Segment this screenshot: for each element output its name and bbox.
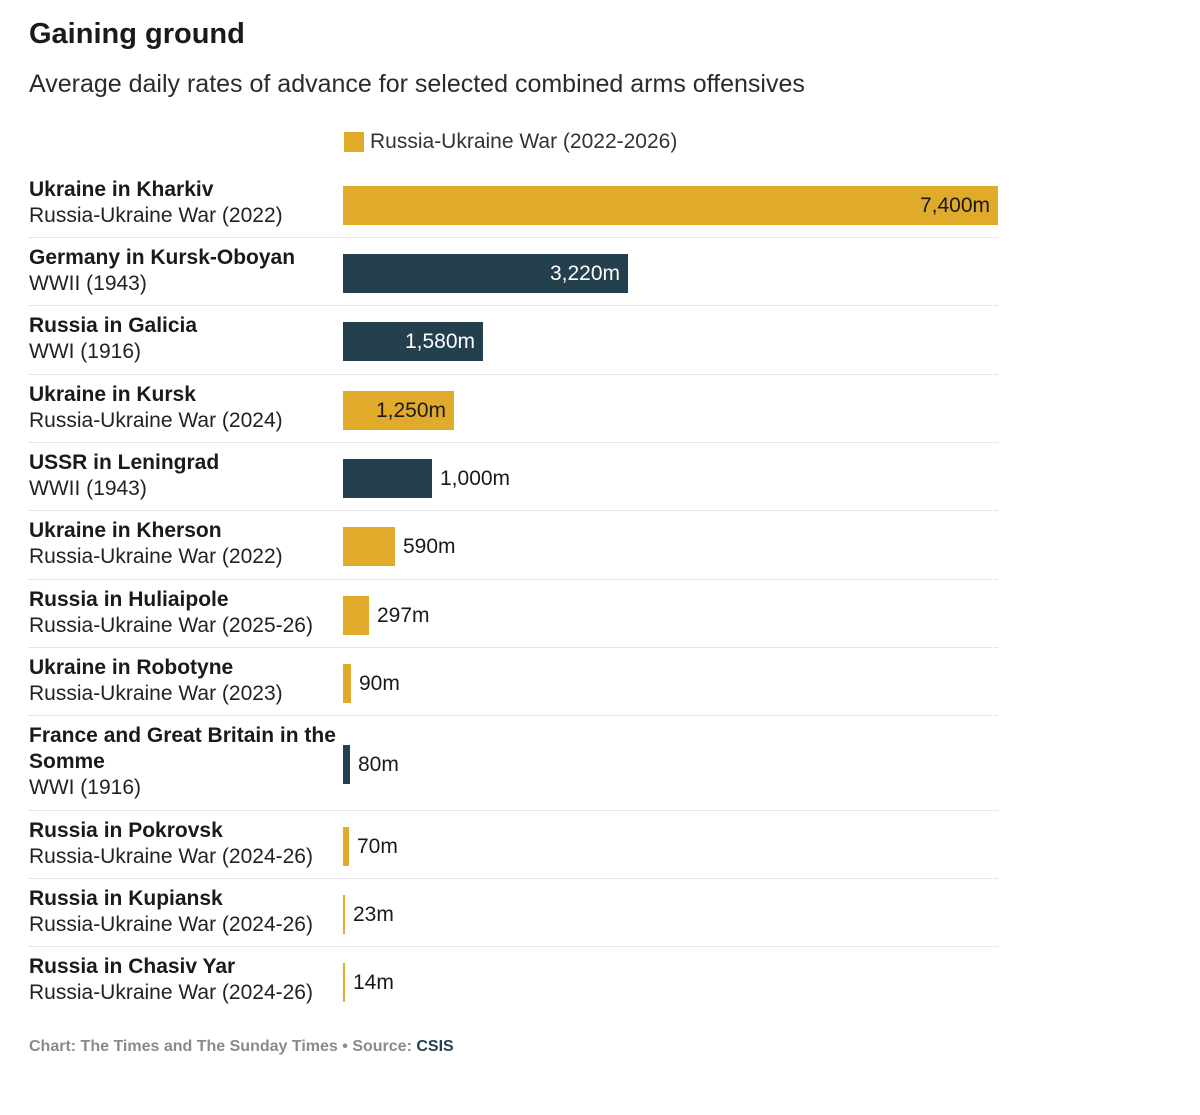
value-label: 70m <box>357 835 398 858</box>
row-label: Ukraine in Kharkiv Russia-Ukraine War (20… <box>29 177 337 229</box>
row-label: Russia in Pokrovsk Russia-Ukraine War (20… <box>29 818 337 870</box>
legend: Russia-Ukraine War (2022-2026) <box>344 130 677 154</box>
bar <box>343 596 369 635</box>
legend-label: Russia-Ukraine War (2022-2026) <box>370 130 678 153</box>
chart-row: France and Great Britain in the Somme WWI… <box>29 716 998 811</box>
row-label: USSR in Leningrad WWII (1943) <box>29 450 337 502</box>
chart-row: Russia in Kupiansk Russia-Ukraine War (20… <box>29 879 998 947</box>
value-label: 7,400m <box>919 194 990 217</box>
value-label: 23m <box>353 903 394 926</box>
war-label: Russia-Ukraine War (2024-26) <box>29 981 313 1004</box>
offensive-name: Ukraine in Robotyne <box>29 656 234 679</box>
war-label: WWII (1943) <box>29 272 147 295</box>
row-label: Russia in Galicia WWI (1916) <box>29 313 337 365</box>
war-label: Russia-Ukraine War (2024) <box>29 409 283 432</box>
value-label: 590m <box>403 535 456 558</box>
page-subtitle: Average daily rates of advance for selec… <box>29 70 805 98</box>
footer-credit: Chart: The Times and The Sunday Times <box>29 1038 338 1055</box>
footer-source-prefix: Source: <box>352 1038 412 1055</box>
chart-row: Russia in Galicia WWI (1916) 1,580m <box>29 306 998 375</box>
row-label: Russia in Huliaipole Russia-Ukraine War (… <box>29 587 337 639</box>
row-label: Ukraine in Robotyne Russia-Ukraine War (2… <box>29 655 337 707</box>
page-title: Gaining ground <box>29 18 245 50</box>
value-label: 1,580m <box>404 330 475 353</box>
chart-row: Ukraine in Kharkiv Russia-Ukraine War (20… <box>29 170 998 238</box>
bar <box>343 186 998 225</box>
legend-swatch <box>344 132 364 152</box>
war-label: Russia-Ukraine War (2022) <box>29 204 283 227</box>
offensive-name: Russia in Huliaipole <box>29 588 229 611</box>
offensive-name: Russia in Galicia <box>29 314 198 337</box>
bar <box>343 963 345 1002</box>
value-label: 297m <box>377 604 430 627</box>
bar <box>343 827 349 866</box>
bar <box>343 664 351 703</box>
chart-row: USSR in Leningrad WWII (1943) 1,000m <box>29 443 998 511</box>
value-label: 90m <box>359 672 400 695</box>
offensive-name: Russia in Chasiv Yar <box>29 955 236 978</box>
war-label: Russia-Ukraine War (2023) <box>29 682 283 705</box>
bar <box>343 254 628 293</box>
war-label: WWI (1916) <box>29 340 142 363</box>
offensive-name: Russia in Pokrovsk <box>29 819 223 842</box>
value-label: 3,220m <box>549 262 620 285</box>
offensive-name: Ukraine in Kursk <box>29 383 196 406</box>
footer-separator: • <box>342 1038 348 1055</box>
offensive-name: Russia in Kupiansk <box>29 887 223 910</box>
value-label: 80m <box>358 753 399 776</box>
row-label: Russia in Kupiansk Russia-Ukraine War (20… <box>29 886 337 938</box>
offensive-name: USSR in Leningrad <box>29 451 220 474</box>
row-label: Russia in Chasiv Yar Russia-Ukraine War (… <box>29 954 337 1006</box>
value-label: 14m <box>353 971 394 994</box>
war-label: WWII (1943) <box>29 477 147 500</box>
war-label: Russia-Ukraine War (2024-26) <box>29 845 313 868</box>
chart-row: Ukraine in Robotyne Russia-Ukraine War (2… <box>29 648 998 716</box>
chart-row: Germany in Kursk-Oboyan WWII (1943) 3,220m <box>29 238 998 306</box>
footer: Chart: The Times and The Sunday Times • … <box>29 1038 454 1056</box>
row-label: Germany in Kursk-Oboyan WWII (1943) <box>29 245 337 297</box>
chart-row: Ukraine in Kursk Russia-Ukraine War (2024… <box>29 375 998 443</box>
offensive-name: Germany in Kursk-Oboyan <box>29 246 296 269</box>
bar <box>343 391 454 430</box>
chart-row: Russia in Pokrovsk Russia-Ukraine War (20… <box>29 811 998 879</box>
offensive-name: France and Great Britain in the Somme <box>29 724 336 773</box>
bar <box>343 745 350 784</box>
footer-source-link[interactable]: CSIS <box>416 1038 454 1055</box>
bar <box>343 459 432 498</box>
bar <box>343 527 395 566</box>
chart-row: Ukraine in Kherson Russia-Ukraine War (20… <box>29 511 998 580</box>
value-label: 1,000m <box>440 467 511 490</box>
offensive-name: Ukraine in Kherson <box>29 519 222 542</box>
row-label: France and Great Britain in the Somme WWI… <box>29 723 337 801</box>
offensive-name: Ukraine in Kharkiv <box>29 178 214 201</box>
row-label: Ukraine in Kherson Russia-Ukraine War (20… <box>29 518 337 570</box>
chart-row: Russia in Huliaipole Russia-Ukraine War (… <box>29 580 998 648</box>
war-label: WWI (1916) <box>29 776 142 799</box>
value-label: 1,250m <box>375 399 446 422</box>
bar <box>343 895 345 934</box>
war-label: Russia-Ukraine War (2022) <box>29 545 283 568</box>
war-label: Russia-Ukraine War (2024-26) <box>29 913 313 936</box>
bar <box>343 322 483 361</box>
chart-row: Russia in Chasiv Yar Russia-Ukraine War (… <box>29 947 998 1015</box>
war-label: Russia-Ukraine War (2025-26) <box>29 614 313 637</box>
row-label: Ukraine in Kursk Russia-Ukraine War (2024… <box>29 382 337 434</box>
